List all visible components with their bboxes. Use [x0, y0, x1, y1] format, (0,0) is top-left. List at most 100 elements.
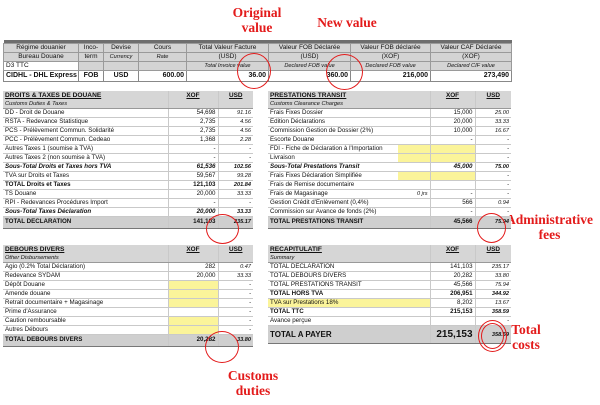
annotation-total-costs: Total costs — [511, 322, 541, 352]
row-value-xof: 8,202 — [430, 298, 476, 308]
header-cell: (XOF) — [430, 51, 512, 62]
section-title: DROITS & TAXES DE DOUANE — [3, 91, 169, 100]
row-note — [398, 108, 431, 118]
row-value-xof: - — [430, 189, 476, 199]
header-row-2: Bureau Douane term Currency Rate (USD) (… — [3, 51, 512, 62]
row-value-xof: 10,000 — [430, 126, 476, 136]
row-value-usd: - — [475, 180, 512, 190]
col-header-xof: XOF — [430, 91, 476, 100]
row-value-xof — [430, 171, 476, 181]
row-label: TOTAL Droits et Taxes — [3, 180, 169, 190]
row-label: TS Douane — [3, 189, 169, 199]
row-label: Sous-Total Prestations Transit — [268, 162, 398, 172]
header-cell: Bureau Douane — [3, 51, 79, 62]
row-note — [398, 180, 431, 190]
row-label: Dépôt Douane — [3, 280, 169, 290]
row-label: PCS - Prélèvement Commun. Solidarité — [3, 126, 169, 136]
highlight-circle-total-costs-inner — [481, 323, 504, 349]
row-label: Autres Taxes 1 (soumise à TVA) — [3, 144, 169, 154]
row-value-usd: - — [218, 289, 253, 299]
section-title: DEBOURS DIVERS — [3, 245, 169, 254]
table-row: TOTAL HORS TVA 206,951 344.92 — [268, 289, 512, 299]
header-cell: Valeur FOB Déclarée — [268, 42, 351, 53]
row-value-xof: - — [430, 135, 476, 145]
table-row: TOTAL TTC 215,153 358.59 — [268, 307, 512, 317]
table-row: Avance perçue - — [268, 316, 512, 326]
annotation-new-value: New value — [317, 15, 377, 30]
disbursements-table: DEBOURS DIVERS XOF USD Other Disbursements… — [3, 245, 253, 347]
row-label: Retrait documentaire + Magasinage — [3, 298, 169, 308]
total-declaration-label: TOTAL DECLARATION — [3, 216, 169, 229]
col-header-xof: XOF — [430, 245, 476, 254]
header-sublabel: Currency — [103, 51, 139, 62]
row-value-usd: 33.80 — [475, 271, 512, 281]
row-note — [398, 126, 431, 136]
row-value-usd: 2.28 — [218, 135, 253, 145]
highlight-circle-total-costs-outer — [478, 320, 507, 352]
row-value-xof: 282 — [168, 262, 219, 272]
row-value-usd: 358.59 — [475, 307, 512, 317]
row-value-xof: 215,153 — [430, 307, 476, 317]
table-row: Gestion Crédit d'Enlèvement (0,4%) 566 0.9… — [268, 198, 512, 208]
header-value-cif-xof: 273,490 — [430, 69, 512, 82]
table-row: Retrait documentaire + Magasinage - — [3, 298, 253, 308]
row-label: Sous-Total Droits et Taxes hors TVA — [3, 162, 169, 172]
row-value-usd: - — [475, 135, 512, 145]
row-value-xof: 45,566 — [430, 280, 476, 290]
row-value-usd: - — [218, 325, 253, 335]
annotation-administrative-fees: Administrative fees — [506, 212, 593, 242]
row-value-xof: 45,000 — [430, 162, 476, 172]
row-value-usd: 91.16 — [218, 108, 253, 118]
row-value-xof — [168, 316, 219, 326]
row-value-usd: - — [218, 280, 253, 290]
row-value-usd: 99.28 — [218, 171, 253, 181]
row-label: DD - Droit de Douane — [3, 108, 169, 118]
table-row: TS Douane 20,000 33.33 — [3, 189, 253, 199]
section-subtitle: Customs Duties & Taxes — [3, 100, 169, 109]
row-value-xof — [430, 180, 476, 190]
table-row: PCS - Prélèvement Commun. Solidarité 2,73… — [3, 126, 253, 136]
row-value-xof: 20,000 — [168, 271, 219, 281]
header-sublabel: Rate — [138, 51, 187, 62]
highlight-circle-original — [237, 53, 271, 89]
header-value-regime: D3 TTC — [3, 60, 79, 71]
row-label: Sous-Total Taxes Déclaration — [3, 207, 169, 217]
table-row: Dépôt Douane - — [3, 280, 253, 290]
row-label: Frais de Magasinage — [268, 189, 398, 199]
row-label: Gestion Crédit d'Enlèvement (0,4%) — [268, 198, 398, 208]
row-value-xof: 59,567 — [168, 171, 219, 181]
header-cell: Valeur CAF Déclarée — [430, 42, 512, 53]
row-value-usd: - — [218, 198, 253, 208]
row-value-usd: 13.67 — [475, 298, 512, 308]
row-label: Redevance SYDAM — [3, 271, 169, 281]
row-note — [398, 198, 431, 208]
header-value-bureau: CIDHL - DHL Express — [3, 69, 79, 82]
table-row: Frais de Magasinage 0 jrs - - — [268, 189, 512, 199]
table-row: TOTAL DEBOURS DIVERS 20,282 33.80 — [268, 271, 512, 281]
table-row: Amende douane - — [3, 289, 253, 299]
table-row: Commission Gestion de Dossier (2%) 10,000… — [268, 126, 512, 136]
header-bar — [3, 40, 512, 43]
row-value-xof: 1,368 — [168, 135, 219, 145]
row-value-usd: 33.33 — [218, 189, 253, 199]
row-value-usd: - — [475, 153, 512, 163]
row-value-xof — [168, 307, 219, 317]
summary-table: RECAPITULATIF XOF USD Summary TOTAL DECLAR… — [268, 245, 512, 344]
row-value-xof: 54,698 — [168, 108, 219, 118]
row-value-usd: 102.56 — [218, 162, 253, 172]
header-cell: Total Valeur Facture — [186, 42, 269, 53]
total-declaration-xof: 141,103 — [168, 216, 219, 229]
table-row: TVA sur Prestations 18% 8,202 13.67 — [268, 298, 512, 308]
row-value-xof: 206,951 — [430, 289, 476, 299]
row-label: TOTAL DECLARATION — [268, 262, 431, 272]
row-label: Edition Déclarations — [268, 117, 398, 127]
row-label: FDI - Fiche de Déclaration à l'Importati… — [268, 144, 398, 154]
row-label: Livraison — [268, 153, 398, 163]
table-row: Frais Fixes Dossier 15,000 25.00 — [268, 108, 512, 118]
row-label: RPI - Redevances Procédures Import — [3, 198, 169, 208]
header-cell: (XOF) — [350, 51, 431, 62]
row-label: Prime d'Assurance — [3, 307, 169, 317]
row-note — [398, 153, 431, 163]
table-row: DD - Droit de Douane 54,698 91.16 — [3, 108, 253, 118]
table-row: Sous-Total Taxes Déclaration 20,000 33.33 — [3, 207, 253, 217]
